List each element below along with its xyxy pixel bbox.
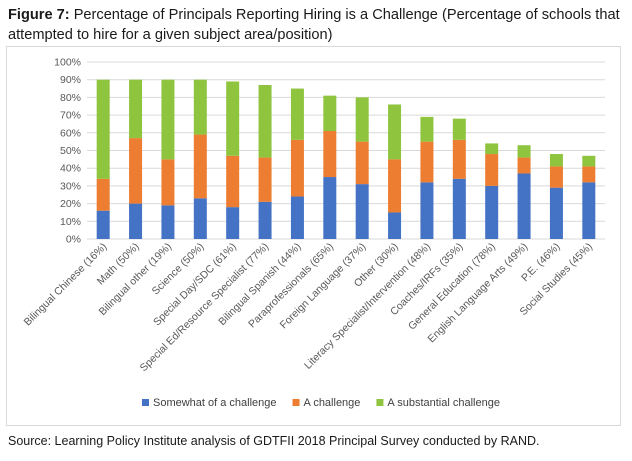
stacked-bar-chart: 0% 10% 20% 30% 40% 50% 60% 70% 80% 90% 100% Bilingu… xyxy=(22,57,605,409)
bar-segment xyxy=(582,155,596,167)
legend-swatch xyxy=(292,399,300,406)
bar-segment xyxy=(161,79,175,160)
bar-segment xyxy=(485,143,499,155)
y-tick-label: 40% xyxy=(60,163,81,175)
y-tick-label: 10% xyxy=(60,216,81,228)
y-tick-label: 70% xyxy=(60,110,81,122)
bar-segment xyxy=(290,139,304,197)
bar-segment xyxy=(582,166,596,183)
bar-segment xyxy=(355,97,369,142)
bar-segment xyxy=(323,95,337,132)
bar-segment xyxy=(226,207,240,239)
bar-segment xyxy=(582,182,596,239)
bar-segment xyxy=(226,81,240,156)
bar-segment xyxy=(161,159,175,206)
bar-segment xyxy=(549,166,563,188)
bar-segment xyxy=(129,79,143,139)
source-note: Source: Learning Policy Institute analys… xyxy=(8,434,540,448)
y-tick-label: 100% xyxy=(54,57,81,69)
bar-segment xyxy=(549,187,563,239)
legend-label: A substantial challenge xyxy=(387,397,500,409)
bar-segment xyxy=(355,141,369,185)
figure-label: Figure 7: xyxy=(8,7,70,23)
bar-segment xyxy=(388,212,402,239)
legend-label: A challenge xyxy=(304,397,361,409)
y-tick-label: 80% xyxy=(60,92,81,104)
bar-segment xyxy=(549,154,563,167)
figure-title: Figure 7: Percentage of Principals Repor… xyxy=(8,5,624,45)
bar-segment xyxy=(290,88,304,140)
bar-segment xyxy=(96,79,110,179)
bar-segment xyxy=(452,178,466,239)
bar-segment xyxy=(452,118,466,140)
bar-segment xyxy=(258,157,272,202)
bar-segment xyxy=(323,131,337,178)
bar-segment xyxy=(485,154,499,186)
bar-segment xyxy=(193,198,207,239)
bar-segment xyxy=(323,177,337,239)
y-tick-label: 90% xyxy=(60,74,81,86)
bar-segment xyxy=(290,196,304,239)
bar-segment xyxy=(420,182,434,239)
legend-swatch xyxy=(142,399,149,406)
bar-segment xyxy=(517,173,531,239)
y-tick-label: 0% xyxy=(66,234,81,246)
y-tick-label: 50% xyxy=(60,145,81,157)
y-tick-label: 60% xyxy=(60,127,81,139)
bar-segment xyxy=(258,201,272,239)
bar-segment xyxy=(258,85,272,158)
figure-title-text: Percentage of Principals Reporting Hirin… xyxy=(8,7,620,43)
bar-segment xyxy=(485,185,499,239)
bar-segment xyxy=(193,134,207,199)
bar-segment xyxy=(355,184,369,239)
bar-segment xyxy=(96,178,110,211)
y-tick-label: 20% xyxy=(60,198,81,210)
bar-segment xyxy=(96,210,110,239)
bar-segment xyxy=(388,159,402,213)
category-label: Bilingual Chinese (16%) xyxy=(22,241,110,329)
bar-segment xyxy=(420,116,434,142)
legend-label: Somewhat of a challenge xyxy=(153,397,277,409)
bar-segment xyxy=(452,139,466,179)
bar-segment xyxy=(193,79,207,135)
bar-segment xyxy=(129,138,143,204)
y-tick-label: 30% xyxy=(60,180,81,192)
bar-segment xyxy=(517,157,531,174)
bar-segment xyxy=(388,104,402,160)
chart-frame: 0% 10% 20% 30% 40% 50% 60% 70% 80% 90% 100% Bilingu… xyxy=(6,46,621,426)
legend-swatch xyxy=(376,399,384,406)
bar-segment xyxy=(517,145,531,158)
bar-segment xyxy=(129,203,143,239)
bar-segment xyxy=(420,141,434,183)
bar-segment xyxy=(226,155,240,208)
bar-segment xyxy=(161,205,175,239)
